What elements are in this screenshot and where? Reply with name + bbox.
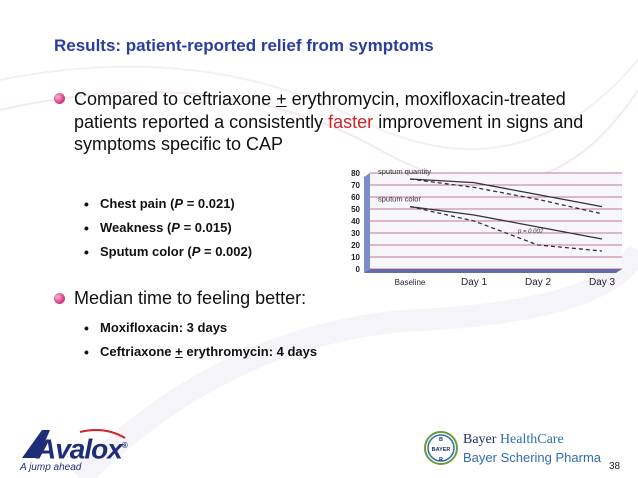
sub-item-sputum-color: Sputum color (P = 0.002): [84, 240, 252, 264]
x-tick-label: Day 2: [525, 277, 552, 288]
sub-label: Sputum color (: [100, 244, 192, 259]
y-tick-label: 20: [351, 241, 360, 250]
svg-text:R: R: [439, 457, 443, 463]
bayer-healthcare: Bayer HealthCare: [463, 432, 564, 448]
sub-item-moxifloxacin: Moxifloxacin: 3 days: [84, 316, 317, 340]
bullet-icon: [54, 293, 65, 304]
avalox-logo: [20, 428, 130, 467]
bayer-hc-word1: Bayer: [463, 432, 500, 447]
p-symbol: P: [171, 220, 180, 235]
series-line: [409, 178, 603, 215]
y-tick-label: 0: [356, 265, 361, 274]
sub-item-chest-pain: Chest pain (P = 0.021): [84, 192, 252, 216]
chart-side-wall: [364, 173, 370, 273]
sub-label: erythromycin: 4 days: [182, 344, 318, 359]
sub-value: = 0.002): [200, 244, 253, 259]
x-tick-label: Baseline: [395, 278, 426, 287]
x-tick-label: Day 1: [461, 277, 488, 288]
series-label: sputum quantity: [378, 167, 431, 176]
series-label: sputum color: [378, 195, 421, 204]
svg-text:BAYER: BAYER: [432, 447, 451, 453]
bayer-cross-logo: BAYER B R: [424, 431, 458, 465]
bullet-2-subs: Moxifloxacin: 3 days Ceftriaxone + eryth…: [84, 316, 317, 364]
avalox-brand: Avalox®: [36, 432, 128, 465]
page-number: 38: [609, 461, 621, 472]
x-tick-label: Day 3: [589, 277, 616, 288]
bullet-1-part2: erythromycin, moxifloxacin-treated patie…: [74, 89, 566, 132]
sub-value: = 0.015): [179, 220, 232, 235]
chart-annotation: p = 0.002: [517, 229, 544, 235]
bullet-1-part1: Compared to ceftriaxone: [74, 89, 277, 109]
sub-label: Chest pain (: [100, 196, 175, 211]
y-tick-label: 40: [351, 217, 360, 226]
sub-item-ceftriaxone: Ceftriaxone + erythromycin: 4 days: [84, 340, 317, 364]
bayer-hc-word2: HealthCare: [499, 432, 564, 447]
svg-text:B: B: [439, 437, 443, 443]
y-tick-label: 50: [351, 205, 360, 214]
bullet-1-part3: improvement in signs and symptoms specif…: [74, 111, 584, 155]
slide-title: Results: patient-reported relief from sy…: [54, 36, 434, 55]
sub-value: = 0.021): [183, 196, 235, 211]
highlight-faster: faster: [328, 111, 374, 132]
plus-minus-symbol: +: [175, 344, 183, 359]
registered-mark: ®: [121, 441, 128, 450]
brand-text: Avalox: [36, 433, 123, 465]
p-symbol: P: [174, 196, 184, 211]
y-tick-label: 10: [351, 253, 360, 262]
series-line: [409, 205, 603, 240]
sub-label: Ceftriaxone: [100, 344, 176, 359]
bayer-schering-pharma: Bayer Schering Pharma: [463, 450, 602, 465]
bullet-1-text: Compared to ceftriaxone + erythromycin, …: [74, 88, 594, 156]
y-tick-label: 80: [351, 169, 360, 178]
series-line: [409, 178, 603, 208]
y-tick-label: 70: [351, 181, 360, 190]
y-tick-label: 60: [351, 193, 360, 202]
bullet-1-subs: Chest pain (P = 0.021) Weakness (P = 0.0…: [84, 192, 252, 264]
avalox-logo-graphic: [22, 429, 126, 458]
bullet-2-text: Median time to feeling better:: [74, 288, 307, 308]
sub-label: Moxifloxacin: 3 days: [100, 320, 228, 335]
tagline: A jump ahead: [20, 462, 82, 473]
bullet-icon: [54, 93, 65, 104]
series-line: [409, 205, 603, 252]
chart-floor: [364, 269, 622, 273]
sub-label: Weakness (: [100, 220, 172, 235]
y-tick-label: 30: [351, 229, 360, 238]
plus-minus-symbol: +: [276, 89, 287, 109]
sub-item-weakness: Weakness (P = 0.015): [84, 216, 252, 240]
symptom-line-chart: 80 70 60 50 40 30 20 10 0 Baseline Day 1 Day 2 Day 3…: [351, 167, 622, 288]
p-symbol: P: [191, 244, 201, 259]
